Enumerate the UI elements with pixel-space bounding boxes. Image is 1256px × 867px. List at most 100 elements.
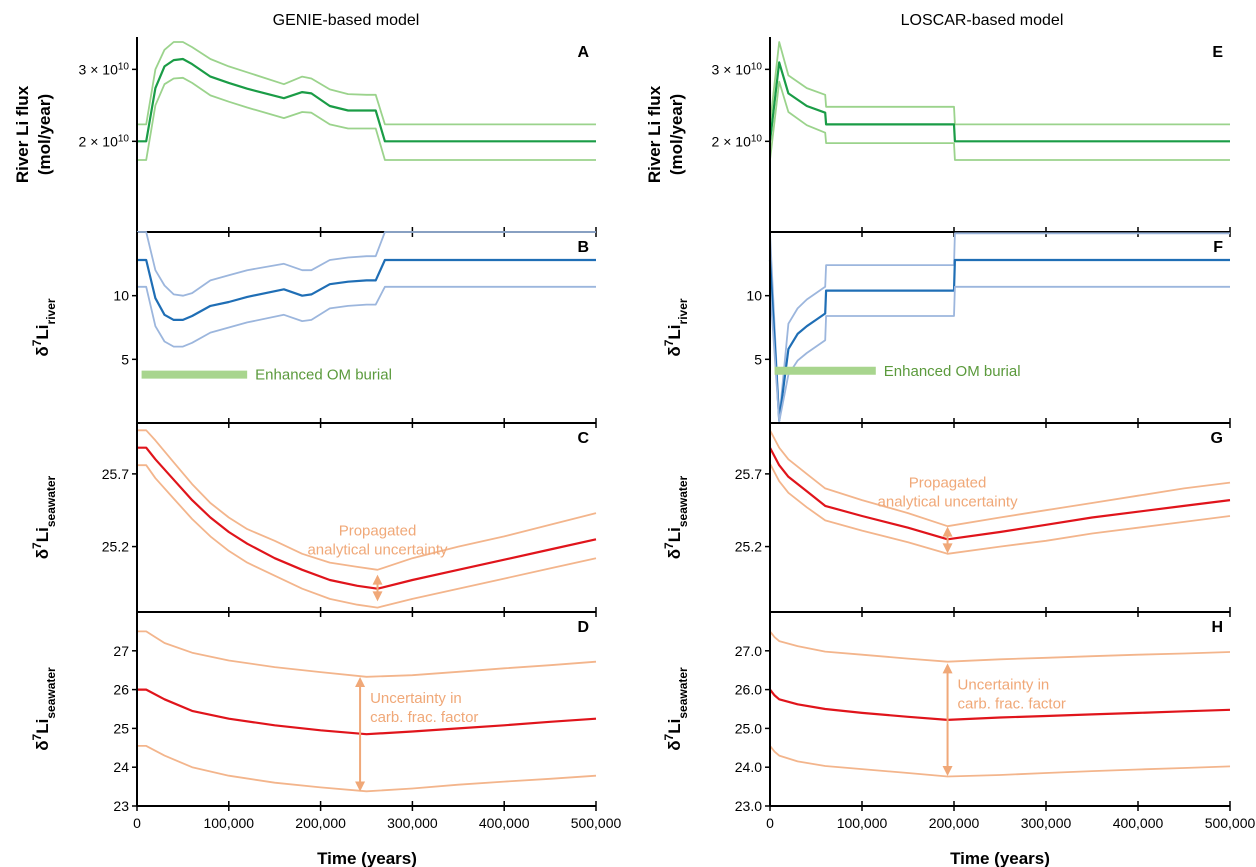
y-tick-label: 27 [113, 643, 129, 659]
y-axis-label: River Li flux [13, 85, 32, 183]
enhanced-om-burial-label: Enhanced OM burial [255, 367, 392, 384]
uncertainty-label: Uncertainty in [958, 676, 1050, 693]
y-tick-label: 27.0 [735, 643, 762, 659]
arrow-head-up [355, 676, 366, 687]
arrow-head-down [942, 543, 953, 554]
y-tick-label: 25 [113, 720, 129, 736]
x-tick-label: 500,000 [1205, 815, 1256, 831]
series-line-lower-h [769, 745, 1231, 778]
series-line-upper-h [769, 630, 1231, 663]
y-tick-label: 5 [754, 351, 762, 367]
series-line-lower-g [769, 463, 1231, 555]
series-line-central-f [768, 258, 1230, 422]
panel-label-f: F [1213, 239, 1223, 256]
series-line-central-h [769, 688, 1231, 722]
panel-label-e: E [1212, 44, 1223, 61]
column-title-genie: GENIE-based model [273, 12, 420, 29]
series-line-lower-a [137, 76, 596, 161]
y-tick-label: 3 × 1010 [712, 61, 763, 78]
x-tick-label: 300,000 [1021, 815, 1072, 831]
x-tick-label: 200,000 [295, 815, 346, 831]
column-title-loscar: LOSCAR-based model [901, 12, 1064, 29]
x-axis-label-genie: Time (years) [317, 849, 417, 867]
panel-e: 2 × 1010 3 × 1010 E River Li flux (mol/year) [645, 37, 1231, 237]
series-line-central-a [137, 57, 596, 143]
y-axis-label: (mol/year) [35, 94, 54, 175]
y-tick-label: 2 × 1010 [712, 133, 763, 150]
series-line-upper-e [769, 41, 1230, 126]
panel-label-a: A [577, 44, 589, 61]
uncertainty-label: Propagated [339, 523, 417, 540]
series-line-upper-f [769, 232, 1230, 421]
series-line-lower-f [769, 285, 1230, 423]
uncertainty-label: analytical uncertainty [307, 542, 448, 559]
y-tick-label: 26 [113, 682, 129, 698]
y-axis-label: δ7Liseawater [662, 667, 690, 751]
y-axis-label: δ7Liseawater [30, 475, 58, 559]
y-tick-label: 25.0 [735, 720, 762, 736]
y-tick-label: 25.2 [102, 539, 129, 555]
panel-a: 2 × 1010 3 × 1010 A River Li flux (mol/year) [13, 37, 597, 237]
uncertainty-arrow [372, 574, 383, 602]
uncertainty-label: Uncertainty in [370, 690, 462, 707]
x-tick-label: 200,000 [929, 815, 980, 831]
y-tick-label: 10 [113, 288, 129, 304]
x-tick-label: 300,000 [387, 815, 438, 831]
y-tick-label: 5 [121, 351, 129, 367]
x-axis-label-loscar: Time (years) [950, 849, 1050, 867]
panel-label-g: G [1211, 430, 1223, 447]
uncertainty-label: carb. frac. factor [370, 709, 478, 726]
arrow-head-down [942, 765, 953, 776]
arrow-head-up [942, 663, 953, 674]
series-line-lower-e [769, 80, 1230, 161]
y-tick-label: 3 × 1010 [79, 61, 130, 78]
panel-h: 0 100,000 200,000 300,000 400,000 500,000 23.0… [662, 612, 1256, 831]
y-axis-label: River Li flux [645, 85, 664, 183]
uncertainty-arrow [942, 663, 953, 776]
panel-label-c: C [577, 430, 589, 447]
y-tick-label: 25.2 [735, 539, 762, 555]
y-axis-label: δ7Liseawater [662, 475, 690, 559]
x-tick-label: 0 [133, 815, 141, 831]
x-tick-label: 100,000 [837, 815, 888, 831]
x-tick-label: 100,000 [203, 815, 254, 831]
uncertainty-arrow [355, 676, 366, 792]
enhanced-om-burial-label: Enhanced OM burial [884, 363, 1021, 380]
series-line-upper-g [769, 429, 1231, 528]
panel-label-h: H [1211, 619, 1223, 636]
panel-label-b: B [577, 239, 589, 256]
y-tick-label: 26.0 [735, 682, 762, 698]
arrow-head-down [355, 781, 366, 792]
x-tick-label: 0 [766, 815, 774, 831]
panel-d: 0 100,000 200,000 300,000 400,000 500,000 23 24… [30, 612, 622, 831]
y-tick-label: 25.7 [735, 466, 762, 482]
y-tick-label: 24 [113, 759, 129, 775]
arrow-head-down [372, 591, 383, 602]
y-tick-label: 23.0 [735, 798, 762, 814]
y-tick-label: 24.0 [735, 759, 762, 775]
arrow-head-up [942, 526, 953, 537]
arrow-head-up [372, 574, 383, 585]
y-axis-label: (mol/year) [667, 94, 686, 175]
series-line-lower-d [137, 745, 597, 793]
uncertainty-arrow [942, 526, 953, 554]
y-tick-label: 2 × 1010 [79, 133, 130, 150]
series-line-upper-a [137, 41, 596, 126]
y-tick-label: 23 [113, 798, 129, 814]
x-tick-label: 400,000 [1113, 815, 1164, 831]
series-line-upper-d [137, 630, 597, 678]
series-line-central-g [769, 447, 1231, 541]
x-tick-label: 500,000 [571, 815, 622, 831]
y-tick-label: 25.7 [102, 466, 129, 482]
series-line-central-b [137, 258, 596, 321]
series-line-lower-c [137, 464, 597, 609]
x-tick-label: 400,000 [479, 815, 530, 831]
y-axis-label: δ7Liriver [30, 298, 58, 356]
uncertainty-label: analytical uncertainty [878, 494, 1019, 511]
